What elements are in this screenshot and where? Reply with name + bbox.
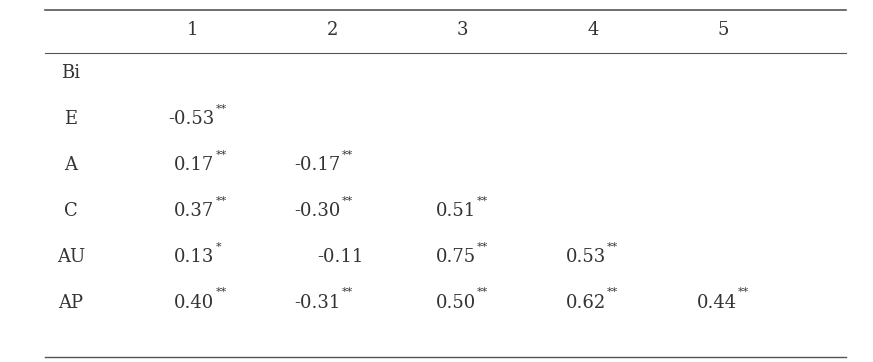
Text: **: **	[607, 241, 618, 251]
Text: 0.17: 0.17	[175, 156, 215, 174]
Text: 0.53: 0.53	[566, 248, 606, 266]
Text: **: **	[477, 241, 488, 251]
Text: **: **	[216, 150, 227, 159]
Text: *: *	[216, 241, 221, 251]
Text: **: **	[341, 195, 353, 205]
Text: 0.37: 0.37	[175, 202, 215, 220]
Text: 0.44: 0.44	[697, 294, 737, 312]
Text: A: A	[65, 156, 78, 174]
Text: -0.11: -0.11	[318, 248, 364, 266]
Text: **: **	[216, 195, 227, 205]
Text: AU: AU	[57, 248, 86, 266]
Text: **: **	[216, 104, 227, 113]
Text: -0.30: -0.30	[294, 202, 340, 220]
Text: 5: 5	[718, 21, 729, 39]
Text: 4: 4	[588, 21, 599, 39]
Text: 1: 1	[187, 21, 198, 39]
Text: **: **	[738, 287, 749, 297]
Text: 3: 3	[457, 21, 468, 39]
Text: E: E	[65, 110, 78, 128]
Text: 0.75: 0.75	[436, 248, 476, 266]
Text: **: **	[477, 287, 488, 297]
Text: -0.53: -0.53	[168, 110, 215, 128]
Text: **: **	[607, 287, 618, 297]
Text: 0.13: 0.13	[175, 248, 215, 266]
Text: -0.31: -0.31	[294, 294, 340, 312]
Text: -0.17: -0.17	[294, 156, 340, 174]
Text: C: C	[64, 202, 78, 220]
Text: **: **	[216, 287, 227, 297]
Text: 0.51: 0.51	[436, 202, 476, 220]
Text: 2: 2	[327, 21, 338, 39]
Text: **: **	[477, 195, 488, 205]
Text: 0.40: 0.40	[175, 294, 215, 312]
Text: **: **	[341, 150, 353, 159]
Text: Bi: Bi	[61, 64, 80, 82]
Text: 0.62: 0.62	[566, 294, 606, 312]
Text: AP: AP	[58, 294, 84, 312]
Text: **: **	[341, 287, 353, 297]
Text: 0.50: 0.50	[436, 294, 476, 312]
